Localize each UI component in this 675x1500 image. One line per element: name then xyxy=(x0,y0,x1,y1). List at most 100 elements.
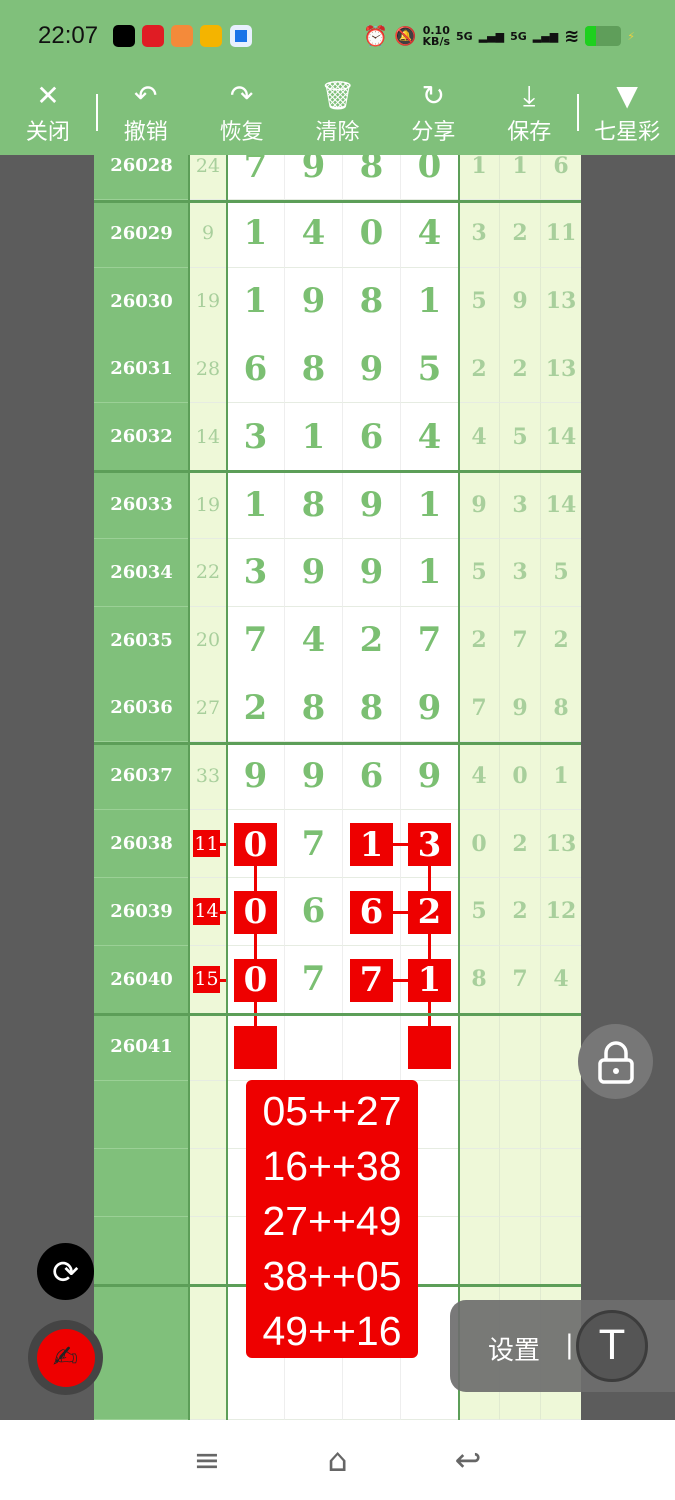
stat-cell: 4 xyxy=(541,945,581,1014)
stat-cell xyxy=(459,1081,500,1150)
digit-cell: 0 xyxy=(227,932,285,1014)
home-button[interactable]: ⌂ xyxy=(327,1441,348,1479)
digit-cell: 7 xyxy=(285,945,343,1014)
digit-cell: 0 xyxy=(401,155,459,200)
marked-digit: 1 xyxy=(408,958,451,1002)
connector-line xyxy=(220,910,229,914)
stat-cell: 2 xyxy=(459,335,500,404)
table-row: 26028 24 7 9 8 0 1 1 6 xyxy=(94,155,581,200)
lock-icon xyxy=(597,1040,634,1084)
marked-digit: 3 xyxy=(408,823,451,866)
sum-cell: 19 xyxy=(189,267,227,336)
digit-cell: 9 xyxy=(401,742,459,811)
marked-digit xyxy=(408,1026,451,1070)
prediction-line: 49++16 xyxy=(262,1308,402,1354)
save-button[interactable]: ⤓ 保存 xyxy=(481,72,577,155)
video-app-icon xyxy=(171,25,193,47)
issue-cell: 26041 xyxy=(94,1013,189,1082)
stat-cell xyxy=(541,1013,581,1082)
redo-button[interactable]: ↷ 恢复 xyxy=(194,72,290,155)
prediction-note: 05++27 16++38 27++49 38++05 49++16 xyxy=(246,1080,418,1358)
clear-button[interactable]: 🗑 清除 xyxy=(290,72,386,155)
marked-digit: 0 xyxy=(234,958,277,1002)
stat-cell: 9 xyxy=(500,267,541,336)
close-button[interactable]: ✕ 关闭 xyxy=(0,72,96,155)
connector-line xyxy=(220,843,229,846)
prediction-line: 38++05 xyxy=(262,1253,402,1299)
undo-button[interactable]: ↶ 撤销 xyxy=(98,72,194,155)
issue-cell xyxy=(94,1352,189,1420)
digit-cell: 1 xyxy=(343,810,401,878)
toolbar-separator xyxy=(577,94,580,131)
sum-cell: 15 xyxy=(189,945,229,1014)
lock-button[interactable] xyxy=(578,1024,653,1099)
back-button[interactable]: ↩ xyxy=(454,1441,482,1479)
issue-cell xyxy=(94,1216,189,1285)
table-row: 26037 33 9 9 6 9 4 0 1 xyxy=(94,742,581,811)
stat-cell: 8 xyxy=(541,674,581,743)
signal-icon: ▂▄▆ xyxy=(532,29,559,43)
sum-cell: 19 xyxy=(189,471,227,539)
stat-cell: 7 xyxy=(500,606,541,675)
lottery-icon: ▼ xyxy=(616,79,638,112)
stat-cell: 8 xyxy=(459,945,500,1014)
text-tool-button[interactable]: T xyxy=(576,1310,648,1382)
undo-icon: ↶ xyxy=(134,79,158,112)
digit-cell: 1 xyxy=(401,538,459,607)
lottery-button[interactable]: ▼ 七星彩 xyxy=(579,72,675,155)
digit-cell: 6 xyxy=(285,877,343,946)
connector-line xyxy=(220,978,229,982)
sum-cell xyxy=(189,1216,227,1285)
issue-cell: 26030 xyxy=(94,267,189,336)
net-speed: 0.10 xyxy=(422,24,450,37)
digit-cell: 7 xyxy=(227,606,285,675)
table-row: 26038 11 0 7 1 3 0 2 13 xyxy=(94,810,581,878)
clear-icon: 🗑 xyxy=(319,79,356,112)
connector-line xyxy=(428,864,431,891)
settings-panel[interactable]: 设置 | T xyxy=(450,1300,675,1392)
pen-button[interactable]: ✍ xyxy=(28,1320,103,1395)
lottery-chart-table[interactable]: 26028 24 7 9 8 0 1 1 6 26029 9 1 4 0 4 3 2 11 26030 19 1 9 8 1 5… xyxy=(94,155,581,1420)
digit-cell: 1 xyxy=(393,932,459,1014)
issue-cell: 26037 xyxy=(94,742,189,811)
table-row: 26030 19 1 9 8 1 5 9 13 xyxy=(94,267,581,336)
issue-cell: 26029 xyxy=(94,199,189,268)
sum-cell: 27 xyxy=(189,674,227,743)
lottery-label: 七星彩 xyxy=(594,120,661,145)
clear-label: 清除 xyxy=(315,120,360,145)
stat-cell: 13 xyxy=(541,810,581,878)
issue-cell xyxy=(94,1284,189,1353)
marked-digit: 0 xyxy=(234,890,277,934)
share-icon: ↻ xyxy=(421,79,446,112)
refresh-button[interactable]: ⟳ xyxy=(37,1243,94,1300)
column-divider xyxy=(226,155,228,1420)
sum-cell: 14 xyxy=(189,403,227,472)
marked-digit xyxy=(234,1026,277,1070)
prediction-line: 16++38 xyxy=(262,1143,402,1189)
alarm-icon: ⏰ xyxy=(363,24,389,48)
digit-cell xyxy=(343,1352,401,1420)
table-row: 26031 28 6 8 9 5 2 2 13 xyxy=(94,335,581,404)
signal-icon: ▂▄▆ xyxy=(478,29,505,43)
menu-button[interactable]: ≡ xyxy=(193,1441,221,1479)
stat-cell: 2 xyxy=(459,606,500,675)
stat-cell xyxy=(541,1216,581,1285)
table-row: 26032 14 3 1 6 4 4 5 14 xyxy=(94,403,581,472)
digit-cell: 9 xyxy=(285,267,343,336)
net-unit: KB/s xyxy=(422,35,451,48)
digit-cell xyxy=(227,1000,285,1082)
digit-cell: 2 xyxy=(393,864,459,946)
stat-cell: 7 xyxy=(500,945,541,1014)
digit-cell: 1 xyxy=(227,267,285,336)
share-button[interactable]: ↻ 分享 xyxy=(385,72,481,155)
sum-cell xyxy=(189,1149,227,1217)
settings-button[interactable]: 设置 xyxy=(488,1336,541,1366)
signal-2: 5G xyxy=(510,29,527,43)
digit-cell: 2 xyxy=(227,674,285,743)
sum-cell xyxy=(189,1081,227,1150)
status-bar: 22:07 ⏰ 🔕 0.10 KB/s 5G ▂▄▆ 5G ▂▄▆ ≋ ⚡ xyxy=(0,0,675,72)
group-divider xyxy=(94,200,581,203)
digit-cell: 9 xyxy=(401,674,459,743)
sum-cell xyxy=(189,1352,227,1420)
sum-cell: 28 xyxy=(189,335,227,404)
